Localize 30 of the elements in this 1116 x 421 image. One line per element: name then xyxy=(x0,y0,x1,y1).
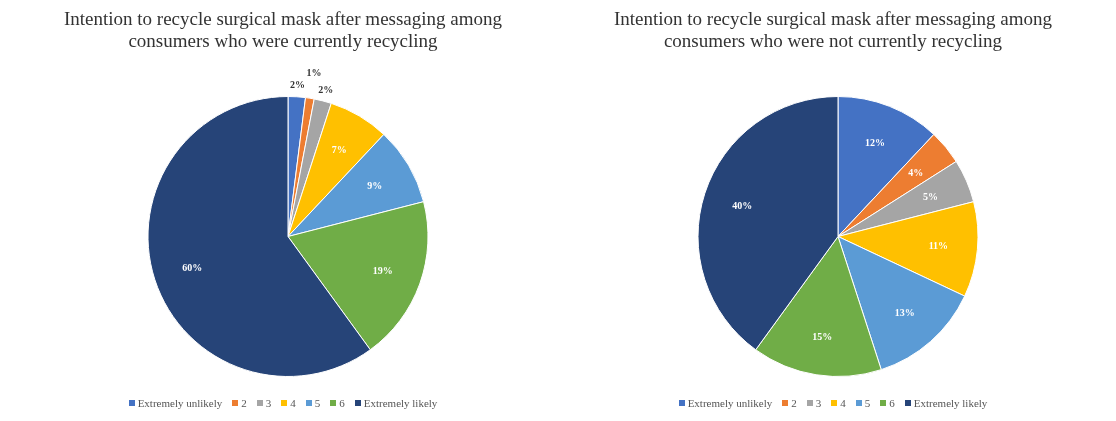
legend-label: Extremely likely xyxy=(912,397,988,409)
legend-label: 2 xyxy=(790,397,797,409)
legend-label: 3 xyxy=(814,397,822,409)
data-label: 12% xyxy=(865,137,886,149)
legend-label: 4 xyxy=(839,397,846,409)
data-label: 2% xyxy=(318,83,334,95)
legend-label: 6 xyxy=(888,397,895,409)
data-label: 19% xyxy=(372,265,393,277)
chart-title: Intention to recycle surgical mask after messaging among consumers who were not currently recycling xyxy=(612,8,1054,53)
data-label: 11% xyxy=(928,240,949,252)
data-label: 4% xyxy=(908,166,924,178)
legend-label: Extremely unlikely xyxy=(686,397,773,409)
data-label: 9% xyxy=(367,179,383,191)
data-label: 60% xyxy=(182,262,203,274)
legend-label: 6 xyxy=(338,397,345,409)
legend-label: 3 xyxy=(264,397,272,409)
data-label: 5% xyxy=(923,190,939,202)
legend-label: 5 xyxy=(313,397,321,409)
legend-label: 2 xyxy=(240,397,247,409)
legend-label: Extremely likely xyxy=(362,397,438,409)
data-label: 40% xyxy=(732,199,753,211)
data-label: 13% xyxy=(894,306,915,318)
data-label: 15% xyxy=(812,330,833,342)
chart-title: Intention to recycle surgical mask after messaging among consumers who were currently recycling xyxy=(62,8,504,53)
legend-label: Extremely unlikely xyxy=(136,397,223,409)
data-label: 2% xyxy=(290,79,306,91)
legend-label: 5 xyxy=(863,397,871,409)
legend-label: 4 xyxy=(289,397,296,409)
data-label: 1% xyxy=(306,67,322,79)
data-label: 7% xyxy=(331,144,347,156)
